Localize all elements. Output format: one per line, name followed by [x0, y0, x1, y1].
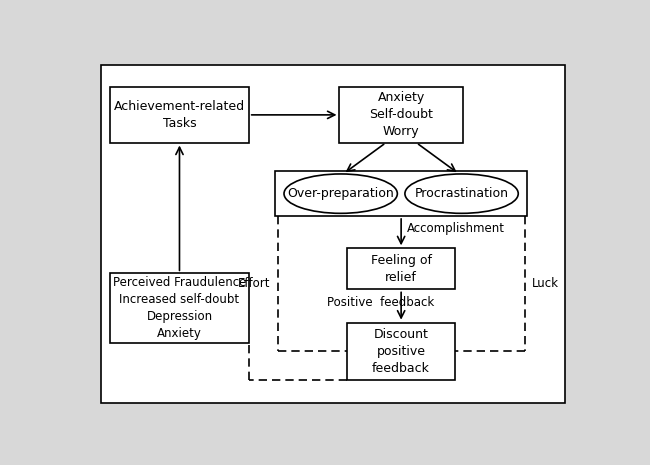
Text: Positive  feedback: Positive feedback [328, 296, 435, 309]
Text: Discount
positive
feedback: Discount positive feedback [372, 328, 430, 375]
FancyBboxPatch shape [111, 273, 249, 343]
FancyBboxPatch shape [339, 87, 463, 143]
Text: Accomplishment: Accomplishment [407, 222, 505, 235]
Text: Effort: Effort [238, 277, 270, 290]
Text: Over-preparation: Over-preparation [287, 187, 394, 200]
FancyBboxPatch shape [101, 65, 565, 403]
Text: Luck: Luck [532, 277, 559, 290]
Ellipse shape [284, 174, 397, 213]
FancyBboxPatch shape [111, 87, 249, 143]
FancyBboxPatch shape [275, 171, 527, 216]
Text: Anxiety
Self-doubt
Worry: Anxiety Self-doubt Worry [369, 92, 433, 139]
FancyBboxPatch shape [347, 323, 455, 380]
Text: Perceived Fraudulence
Increased self-doubt
Depression
Anxiety: Perceived Fraudulence Increased self-dou… [113, 276, 246, 340]
Text: Achievement-related
Tasks: Achievement-related Tasks [114, 100, 245, 130]
Ellipse shape [405, 174, 518, 213]
Text: Procrastination: Procrastination [415, 187, 508, 200]
Text: Feeling of
relief: Feeling of relief [370, 254, 432, 284]
FancyBboxPatch shape [347, 248, 455, 289]
